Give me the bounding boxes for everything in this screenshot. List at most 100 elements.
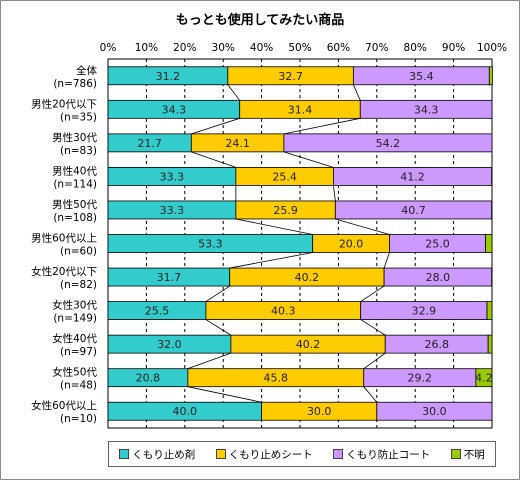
legend-swatch: [215, 449, 226, 459]
series-line: [383, 252, 390, 269]
data-label: 31.2: [156, 70, 181, 83]
series-line: [283, 117, 361, 135]
data-label: 32.7: [278, 70, 303, 83]
series-line: [191, 151, 237, 168]
x-tick-label: 40%: [250, 42, 273, 54]
legend-swatch: [119, 449, 130, 459]
category-n-label: (n=97): [60, 346, 97, 358]
series-line: [283, 151, 334, 168]
series-line: [353, 84, 361, 101]
series-line: [360, 319, 386, 336]
data-label: 34.3: [162, 103, 187, 116]
category-n-label: (n=149): [53, 313, 97, 325]
data-label: 40.2: [296, 338, 321, 351]
x-tick-label: 90%: [442, 42, 465, 54]
data-label: 20.8: [136, 372, 161, 385]
series-line: [187, 352, 232, 370]
data-label: 4.2: [475, 372, 493, 385]
data-label: 32.0: [157, 338, 182, 351]
category-label: 女性50代: [52, 366, 97, 379]
bar-segment: [334, 200, 493, 220]
category-label: 男性50代: [52, 198, 97, 211]
series-line: [363, 352, 386, 370]
chart-title: もっとも使用してみたい商品: [175, 13, 345, 28]
bar-segment: [359, 99, 493, 119]
bar-segment: [475, 368, 493, 388]
data-label: 32.9: [412, 305, 437, 318]
data-label: 33.3: [160, 170, 185, 183]
legend-item: くもり防止コート: [333, 447, 430, 462]
legend-swatch: [450, 449, 461, 459]
data-label: 40.2: [295, 271, 320, 284]
data-label: 40.0: [173, 405, 198, 418]
category-label: 男性60代以上: [31, 232, 97, 245]
category-n-label: (n=114): [53, 178, 97, 190]
data-label: 33.3: [160, 204, 185, 217]
series-line: [333, 185, 336, 202]
category-label: 男性40代: [52, 164, 97, 177]
category-n-label: (n=786): [53, 78, 97, 90]
category-n-label: (n=60): [60, 246, 97, 258]
x-tick-label: 30%: [212, 42, 235, 54]
category-label: 男性30代: [52, 131, 97, 144]
data-label: 45.8: [264, 372, 289, 385]
data-label: 25.0: [425, 238, 450, 251]
legend: くもり止め剤 くもり止めシート くもり防止コート 不明: [108, 441, 496, 467]
series-line: [335, 218, 390, 235]
data-label: 26.8: [424, 338, 449, 351]
legend-label: くもり止めシート: [228, 448, 313, 461]
category-label: 女性60代以上: [31, 399, 97, 412]
data-label: 54.2: [376, 137, 401, 150]
x-tick-label: 80%: [404, 42, 427, 54]
category-n-label: (n=82): [60, 279, 97, 291]
x-tick-label: 10%: [135, 42, 158, 54]
legend-item: くもり止めシート: [215, 447, 313, 462]
data-label: 31.4: [288, 103, 313, 116]
data-label: 21.7: [137, 137, 162, 150]
bar-segment: [488, 66, 493, 86]
x-tick-label: 50%: [288, 42, 311, 54]
category-n-label: (n=10): [60, 413, 97, 425]
category-n-label: (n=48): [60, 380, 97, 392]
x-tick-label: 60%: [327, 42, 350, 54]
bar-segment: [283, 133, 493, 153]
data-label: 24.1: [225, 137, 250, 150]
series-line: [205, 285, 230, 302]
data-label: 35.4: [409, 70, 434, 83]
bar-segment: [376, 401, 493, 421]
data-label: 25.5: [145, 305, 170, 318]
series-line: [191, 117, 240, 135]
category-n-label: (n=108): [53, 212, 97, 224]
legend-label: 不明: [463, 448, 485, 461]
data-label: 31.7: [157, 271, 182, 284]
data-label: 20.0: [339, 238, 364, 251]
legend-item: くもり止め剤: [119, 447, 195, 462]
legend-swatch: [333, 449, 344, 459]
category-label: 女性20代以下: [31, 265, 97, 278]
data-label: 40.7: [401, 204, 426, 217]
data-label: 53.3: [198, 238, 223, 251]
bar-segment: [486, 301, 493, 320]
category-n-label: (n=83): [60, 145, 97, 157]
bar-segment: [333, 167, 493, 186]
x-tick-label: 0%: [100, 42, 117, 54]
series-line: [187, 386, 262, 403]
bar-segment: [485, 234, 493, 253]
x-tick-label: 70%: [365, 42, 388, 54]
series-line: [363, 386, 378, 403]
data-label: 40.3: [271, 305, 296, 318]
legend-item: 不明: [450, 447, 485, 462]
category-label: 男性20代以下: [31, 97, 97, 110]
series-line: [205, 319, 232, 336]
data-label: 34.3: [414, 103, 439, 116]
legend-label: くもり防止コート: [346, 448, 431, 461]
x-tick-label: 100%: [477, 42, 507, 54]
bar-segment: [487, 334, 493, 354]
bar-segment: [383, 267, 493, 287]
data-label: 25.9: [273, 204, 298, 217]
x-tick-label: 20%: [173, 42, 196, 54]
category-label: 女性30代: [52, 299, 97, 312]
data-label: 30.0: [422, 405, 447, 418]
data-label: 29.2: [408, 372, 433, 385]
